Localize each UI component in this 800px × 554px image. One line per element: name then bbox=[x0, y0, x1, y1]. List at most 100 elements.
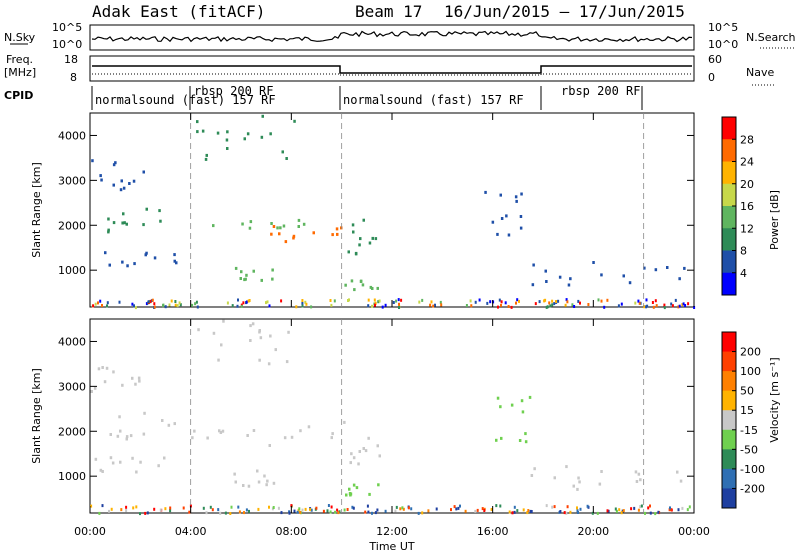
near-range-cell-velocity bbox=[576, 506, 578, 510]
near-range-cell-power bbox=[555, 300, 558, 303]
data-cell-power-8 bbox=[371, 287, 374, 290]
near-range-cell-velocity bbox=[394, 509, 397, 513]
data-cell-velocity-0 bbox=[134, 382, 137, 386]
noise-tick-right-top: 10^5 bbox=[708, 21, 738, 34]
near-range-cell-power bbox=[600, 299, 603, 303]
data-cell-velocity-4 bbox=[269, 334, 272, 338]
data-cell-power-3 bbox=[249, 220, 253, 224]
near-range-cell-velocity bbox=[211, 508, 214, 512]
data-cell-power-4 bbox=[292, 236, 295, 240]
data-cell-power-7 bbox=[374, 237, 378, 241]
data-cell-velocity-5 bbox=[266, 479, 269, 483]
near-range-cell-power bbox=[392, 301, 395, 304]
near-range-cell-power bbox=[266, 300, 269, 304]
colorbar-swatch-velocity bbox=[722, 410, 736, 431]
near-range-cell-velocity bbox=[384, 509, 387, 513]
noise-sky-label: N.Sky bbox=[4, 31, 36, 44]
colorbar-tick-label-velocity: 100 bbox=[740, 365, 761, 378]
freq-label: Freq. bbox=[6, 53, 33, 66]
data-cell-power-5 bbox=[293, 119, 296, 123]
data-cell-velocity-6 bbox=[362, 447, 365, 450]
colorbar-swatch-velocity bbox=[722, 351, 736, 372]
data-cell-power-5 bbox=[260, 135, 264, 139]
data-cell-velocity-3 bbox=[252, 429, 256, 432]
data-cell-power-9 bbox=[519, 226, 523, 230]
data-cell-velocity-4 bbox=[287, 330, 290, 334]
near-range-cell-power bbox=[153, 302, 156, 306]
colorbar-tick-label-velocity: -15 bbox=[740, 424, 758, 437]
data-cell-power-5 bbox=[201, 129, 205, 133]
near-range-cell-velocity bbox=[315, 506, 318, 510]
colorbar-swatch-velocity bbox=[722, 488, 736, 509]
near-range-cell-power bbox=[534, 302, 537, 306]
date-title: 16/Jun/2015 – 17/Jun/2015 bbox=[444, 2, 685, 21]
near-range-cell-power bbox=[174, 303, 177, 307]
data-cell-velocity-3 bbox=[307, 425, 311, 429]
data-cell-power-4 bbox=[340, 226, 343, 230]
near-range-cell-power bbox=[500, 300, 503, 304]
near-range-cell-power bbox=[149, 299, 152, 303]
data-cell-power-9 bbox=[507, 233, 511, 237]
data-cell-velocity-9 bbox=[565, 465, 568, 469]
data-cell-power-3 bbox=[282, 224, 286, 228]
near-range-cell-velocity bbox=[407, 506, 410, 510]
near-range-cell-velocity bbox=[351, 505, 354, 509]
colorbar-tick-label-velocity: 15 bbox=[740, 404, 754, 417]
data-cell-power-0 bbox=[142, 170, 145, 174]
near-range-cell-power bbox=[670, 302, 673, 306]
noise-tick-left-top: 10^5 bbox=[52, 21, 82, 34]
data-cell-velocity-6 bbox=[364, 449, 368, 453]
near-range-cell-power bbox=[164, 305, 167, 309]
data-cell-power-6 bbox=[245, 273, 248, 277]
data-cell-power-4 bbox=[335, 227, 339, 231]
data-cell-velocity-4 bbox=[259, 336, 263, 340]
near-range-cell-power bbox=[439, 300, 442, 304]
colorbar-tick-label-velocity: 200 bbox=[740, 346, 761, 359]
near-range-cell-velocity bbox=[669, 508, 672, 511]
near-range-cell-power bbox=[94, 302, 97, 306]
near-range-cell-velocity bbox=[563, 511, 566, 515]
data-cell-velocity-7 bbox=[348, 487, 351, 491]
near-range-cell-velocity bbox=[545, 504, 548, 508]
near-range-cell-velocity bbox=[644, 511, 646, 515]
data-cell-power-3 bbox=[270, 222, 273, 225]
data-cell-power-1 bbox=[159, 219, 162, 223]
near-range-cell-power bbox=[497, 305, 499, 309]
dynamic-marks: 1000 2000 3000 4000 4 8 12 16 20 24 28 1000 2000 3000… bbox=[58, 113, 765, 538]
data-cell-power-0 bbox=[128, 182, 131, 185]
near-range-cell-velocity bbox=[508, 510, 511, 514]
colorbar-swatch-velocity bbox=[722, 429, 736, 450]
near-range-cell-power bbox=[248, 299, 251, 302]
data-cell-power-5 bbox=[246, 132, 250, 136]
data-cell-velocity-8 bbox=[496, 396, 500, 400]
data-cell-velocity-4 bbox=[251, 322, 255, 326]
near-range-cell-power bbox=[178, 301, 181, 305]
near-range-cell-velocity bbox=[188, 510, 191, 514]
data-cell-power-2 bbox=[121, 260, 124, 264]
near-range-cell-power bbox=[557, 299, 560, 303]
near-range-cell-power bbox=[421, 298, 424, 302]
near-range-cell-power bbox=[97, 301, 99, 305]
data-cell-power-10 bbox=[622, 274, 625, 278]
near-range-cell-power bbox=[240, 304, 243, 308]
noise-sky-trace bbox=[91, 30, 693, 43]
data-cell-velocity-9 bbox=[676, 470, 679, 474]
data-cell-power-10 bbox=[654, 268, 658, 272]
data-cell-power-4 bbox=[331, 233, 334, 237]
data-cell-velocity-1 bbox=[118, 415, 121, 419]
near-range-cell-power bbox=[577, 299, 580, 303]
near-range-cell-power bbox=[678, 304, 681, 308]
data-cell-power-7 bbox=[371, 236, 374, 240]
x-tick-label: 12:00 bbox=[376, 525, 408, 538]
near-range-cell-power bbox=[378, 299, 381, 303]
data-cell-power-10 bbox=[592, 261, 595, 264]
data-cell-power-10 bbox=[628, 281, 632, 285]
data-cell-velocity-6 bbox=[349, 461, 352, 465]
y-tick-label: 1000 bbox=[58, 264, 86, 277]
noise-sky-line bbox=[91, 30, 693, 43]
near-range-cell-power bbox=[489, 300, 492, 304]
data-cell-power-1 bbox=[158, 209, 161, 213]
near-range-cell-power bbox=[638, 301, 641, 305]
data-cell-velocity-9 bbox=[530, 474, 534, 477]
near-range-cell-power bbox=[106, 304, 108, 308]
